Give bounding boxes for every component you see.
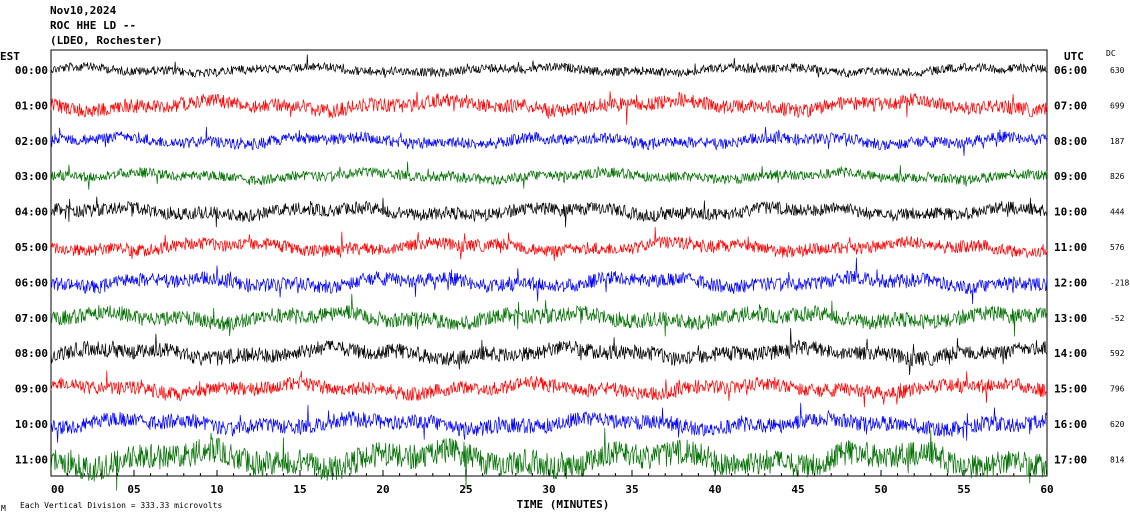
header-station: ROC HHE LD --	[50, 19, 137, 32]
dc-value-4: 444	[1110, 208, 1125, 217]
dc-value-2: 187	[1110, 137, 1125, 146]
utc-label-2: 08:00	[1054, 135, 1087, 148]
trace-0400	[50, 196, 1048, 228]
plot-frame	[50, 49, 1048, 477]
x-tick-label-35: 35	[625, 483, 638, 496]
trace-0300	[50, 161, 1048, 190]
trace-0600	[50, 257, 1048, 305]
x-axis-label: TIME (MINUTES)	[517, 498, 610, 511]
dc-value-9: 796	[1110, 385, 1125, 394]
x-tick-label-30: 30	[542, 483, 555, 496]
trace-0200	[50, 126, 1048, 156]
est-label-1: 01:00	[15, 99, 48, 112]
x-tick-label-40: 40	[708, 483, 721, 496]
utc-label-5: 11:00	[1054, 241, 1087, 254]
est-label-9: 09:00	[15, 383, 48, 396]
est-label-11: 11:00	[15, 453, 48, 466]
est-label-5: 05:00	[15, 241, 48, 254]
trace-1000	[50, 402, 1048, 443]
x-tick-label-15: 15	[293, 483, 306, 496]
est-label-4: 04:00	[15, 206, 48, 219]
trace-0800	[50, 328, 1048, 376]
utc-label-7: 13:00	[1054, 312, 1087, 325]
header-network: (LDEO, Rochester)	[50, 34, 163, 47]
dc-value-7: -52	[1110, 314, 1125, 323]
est-axis-title: EST	[0, 50, 20, 63]
footer-mark: M	[1, 504, 6, 513]
utc-label-8: 14:00	[1054, 347, 1087, 360]
utc-label-1: 07:00	[1054, 99, 1087, 112]
dc-value-11: 814	[1110, 455, 1125, 464]
est-label-0: 00:00	[15, 64, 48, 77]
est-label-10: 10:00	[15, 418, 48, 431]
x-tick-label-25: 25	[459, 483, 472, 496]
dc-value-3: 826	[1110, 172, 1125, 181]
dc-value-5: 576	[1110, 243, 1125, 252]
utc-label-6: 12:00	[1054, 276, 1087, 289]
trace-0000	[50, 54, 1048, 78]
est-label-7: 07:00	[15, 312, 48, 325]
est-label-2: 02:00	[15, 135, 48, 148]
utc-label-4: 10:00	[1054, 206, 1087, 219]
utc-label-11: 17:00	[1054, 453, 1087, 466]
trace-0900	[50, 370, 1048, 408]
x-tick-label-50: 50	[874, 483, 887, 496]
utc-label-10: 16:00	[1054, 418, 1087, 431]
x-tick-label-10: 10	[210, 483, 223, 496]
trace-1100	[50, 427, 1048, 491]
dc-value-6: -218	[1110, 278, 1129, 287]
utc-axis-title: UTC	[1064, 50, 1084, 63]
x-tick-label-05: 05	[127, 483, 140, 496]
dc-value-0: 630	[1110, 66, 1125, 75]
header-date: Nov10,2024	[50, 4, 117, 17]
utc-label-3: 09:00	[1054, 170, 1087, 183]
trace-0500	[50, 226, 1048, 262]
dc-value-10: 620	[1110, 420, 1125, 429]
footer-note: Each Vertical Division = 333.33 microvol…	[20, 501, 223, 510]
dc-axis-title: DC	[1106, 49, 1116, 58]
trace-0700	[50, 293, 1048, 337]
x-tick-label-45: 45	[791, 483, 804, 496]
x-tick-label-20: 20	[376, 483, 389, 496]
utc-label-9: 15:00	[1054, 383, 1087, 396]
est-label-3: 03:00	[15, 170, 48, 183]
x-tick-label-55: 55	[957, 483, 970, 496]
x-tick-label-00: 00	[51, 483, 64, 496]
utc-label-0: 06:00	[1054, 64, 1087, 77]
dc-value-8: 592	[1110, 349, 1125, 358]
dc-value-1: 699	[1110, 101, 1125, 110]
x-tick-label-60: 60	[1040, 483, 1053, 496]
est-label-8: 08:00	[15, 347, 48, 360]
est-label-6: 06:00	[15, 276, 48, 289]
trace-0100	[50, 91, 1048, 125]
